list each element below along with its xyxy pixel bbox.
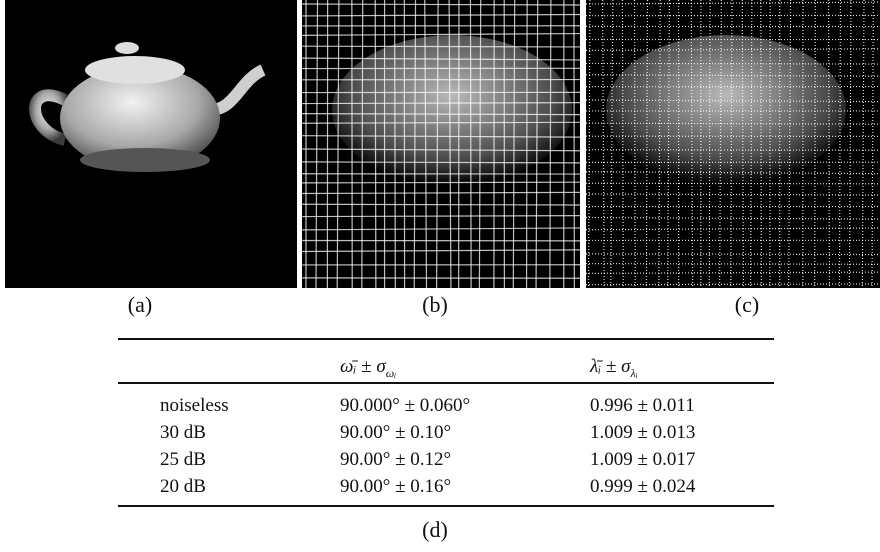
- separator: [297, 0, 302, 288]
- grid-stripe: [302, 181, 580, 184]
- grid-stripe: [718, 0, 722, 288]
- column-header: ω̄ᵢ ± σωᵢ: [340, 356, 397, 380]
- grid-stripe: [302, 121, 580, 124]
- grid-stripe: [302, 45, 580, 48]
- grid-stripe: [302, 113, 580, 116]
- grid-stripe: [302, 215, 580, 218]
- grid-stripe: [302, 249, 580, 253]
- grid-image: [302, 0, 580, 288]
- table-cell: 90.00° ± 0.16°: [340, 476, 452, 497]
- grid-stripe: [586, 48, 880, 51]
- grid-stripe: [633, 0, 636, 288]
- grid-stripe: [302, 57, 580, 61]
- grid-stripe: [435, 0, 439, 288]
- grid-stripe: [586, 74, 880, 77]
- table-cell: 1.009 ± 0.013: [590, 422, 696, 443]
- table-cell: 30 dB: [160, 422, 206, 443]
- grid-stripe: [586, 171, 880, 175]
- panel-label: (b): [422, 292, 448, 317]
- grid-stripe: [838, 0, 842, 288]
- table-rule: [118, 505, 774, 507]
- grid-stripe: [302, 203, 580, 206]
- grid-stripe: [586, 271, 880, 274]
- grid-stripe: [690, 0, 694, 288]
- grid-stripe: [586, 227, 880, 231]
- column-header: λ̄ᵢ ± σλᵢ: [590, 356, 638, 380]
- grid-stripe: [586, 149, 880, 151]
- grid-stripe: [478, 0, 482, 288]
- grid-stripe: [448, 0, 452, 288]
- grid-stripe: [374, 0, 377, 288]
- table-cell: 90.00° ± 0.12°: [340, 449, 452, 470]
- panel-label: (d): [422, 517, 448, 542]
- grid-stripe: [587, 0, 591, 288]
- dense-grid-image: [586, 0, 880, 288]
- grid-stripe: [302, 191, 580, 195]
- table-cell: 25 dB: [160, 449, 206, 470]
- separator: [581, 0, 586, 288]
- grid-stripe: [658, 0, 661, 288]
- grid-stripe: [586, 216, 880, 220]
- grid-stripe: [621, 0, 624, 288]
- grid-stripe: [394, 0, 396, 288]
- grid-stripe: [848, 0, 852, 288]
- grid-stripe: [586, 193, 880, 196]
- grid-stripe: [586, 62, 880, 65]
- table-rule: [118, 382, 774, 384]
- grid-stripe: [549, 0, 552, 288]
- panel-label: (a): [127, 292, 153, 317]
- grid-stripe: [741, 0, 745, 288]
- grid-stripe: [586, 262, 880, 265]
- grid-stripe: [586, 283, 880, 286]
- grid-stripe: [302, 227, 580, 231]
- grid-stripe: [302, 32, 580, 36]
- grid-stripe: [586, 122, 880, 125]
- grid-stripe: [788, 0, 792, 288]
- grid-stripe: [424, 0, 428, 288]
- grid-stripe: [601, 0, 605, 288]
- grid-stripe: [730, 0, 733, 288]
- teapot-image: [5, 0, 297, 288]
- table-cell: 0.996 ± 0.011: [590, 395, 695, 416]
- table-cell: 90.000° ± 0.060°: [340, 395, 471, 416]
- grid-stripe: [302, 148, 580, 152]
- grid-stripe: [413, 0, 417, 288]
- grid-stripe: [667, 0, 671, 288]
- grid-stripe: [512, 0, 516, 288]
- table-cell: 0.999 ± 0.024: [590, 476, 696, 497]
- grid-stripe: [302, 3, 580, 6]
- grid-stripe: [586, 99, 880, 103]
- grid-stripe: [586, 253, 880, 256]
- grid-stripe: [525, 0, 528, 288]
- grid-stripe: [871, 0, 874, 288]
- grid-stripe: [586, 182, 880, 185]
- grid-stripe: [302, 13, 580, 17]
- grid-stripe: [535, 0, 539, 288]
- table-cell: 20 dB: [160, 476, 206, 497]
- table-cell: noiseless: [160, 395, 229, 416]
- grid-stripe: [586, 1, 880, 5]
- grid-stripe: [749, 0, 753, 288]
- grid-stripe: [302, 161, 580, 164]
- table-cell: 90.00° ± 0.10°: [340, 422, 452, 443]
- grid-stripe: [302, 102, 580, 105]
- table-rule: [118, 338, 774, 340]
- grid-stripe: [302, 135, 580, 138]
- table-cell: 1.009 ± 0.017: [590, 449, 696, 470]
- grid-stripe: [469, 0, 472, 288]
- grid-stripe: [610, 0, 614, 288]
- panel-label: (c): [734, 292, 760, 317]
